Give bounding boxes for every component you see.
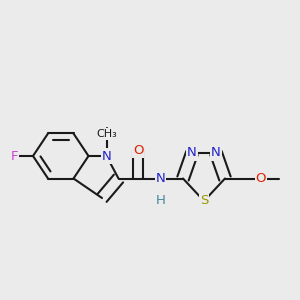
Text: N: N bbox=[102, 149, 111, 163]
Text: O: O bbox=[133, 143, 143, 157]
Text: N: N bbox=[187, 146, 197, 160]
Text: N: N bbox=[211, 146, 221, 160]
Text: O: O bbox=[256, 172, 266, 185]
Text: S: S bbox=[200, 194, 208, 208]
Text: CH₃: CH₃ bbox=[96, 129, 117, 139]
Text: H: H bbox=[156, 194, 165, 208]
Text: F: F bbox=[11, 149, 18, 163]
Text: N: N bbox=[156, 172, 165, 185]
